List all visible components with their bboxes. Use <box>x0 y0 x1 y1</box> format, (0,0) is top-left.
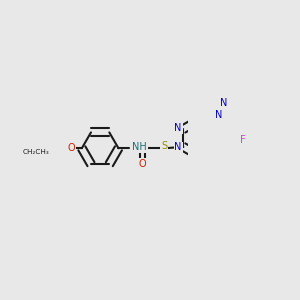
Text: O: O <box>68 143 75 153</box>
Text: N: N <box>215 110 223 120</box>
Text: N: N <box>175 123 182 133</box>
Text: S: S <box>161 141 167 151</box>
Text: NH: NH <box>132 142 147 152</box>
Text: O: O <box>139 159 146 169</box>
Text: F: F <box>240 135 246 145</box>
Text: N: N <box>220 98 227 108</box>
Text: N: N <box>175 142 182 152</box>
Text: CH₂CH₃: CH₂CH₃ <box>22 149 49 155</box>
